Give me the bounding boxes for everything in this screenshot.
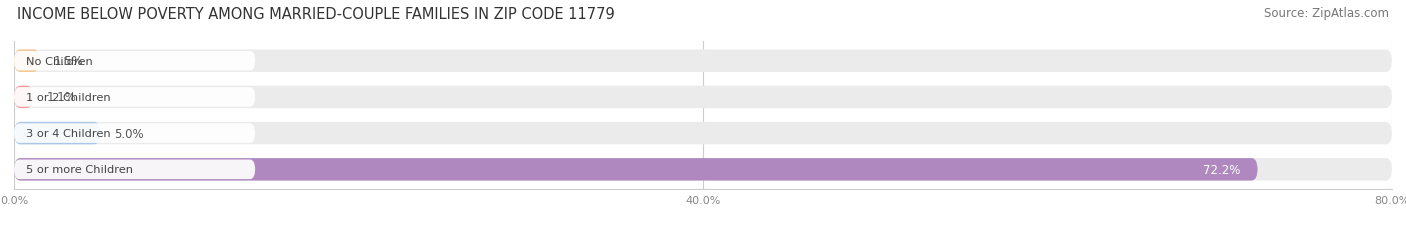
FancyBboxPatch shape	[14, 124, 256, 143]
Text: 72.2%: 72.2%	[1204, 163, 1240, 176]
Text: 1 or 2 Children: 1 or 2 Children	[27, 92, 111, 103]
Text: INCOME BELOW POVERTY AMONG MARRIED-COUPLE FAMILIES IN ZIP CODE 11779: INCOME BELOW POVERTY AMONG MARRIED-COUPL…	[17, 7, 614, 22]
FancyBboxPatch shape	[14, 160, 256, 179]
FancyBboxPatch shape	[14, 50, 39, 73]
FancyBboxPatch shape	[14, 88, 256, 107]
FancyBboxPatch shape	[14, 122, 100, 145]
FancyBboxPatch shape	[14, 52, 256, 71]
Text: 1.1%: 1.1%	[46, 91, 77, 104]
Text: No Children: No Children	[27, 56, 93, 66]
Text: 5.0%: 5.0%	[114, 127, 143, 140]
FancyBboxPatch shape	[14, 158, 1257, 181]
FancyBboxPatch shape	[14, 122, 1392, 145]
Text: Source: ZipAtlas.com: Source: ZipAtlas.com	[1264, 7, 1389, 20]
FancyBboxPatch shape	[14, 50, 1392, 73]
FancyBboxPatch shape	[14, 86, 1392, 109]
Text: 1.5%: 1.5%	[53, 55, 83, 68]
FancyBboxPatch shape	[14, 158, 1392, 181]
Text: 3 or 4 Children: 3 or 4 Children	[27, 128, 111, 139]
Text: 5 or more Children: 5 or more Children	[27, 165, 134, 175]
FancyBboxPatch shape	[14, 86, 32, 109]
